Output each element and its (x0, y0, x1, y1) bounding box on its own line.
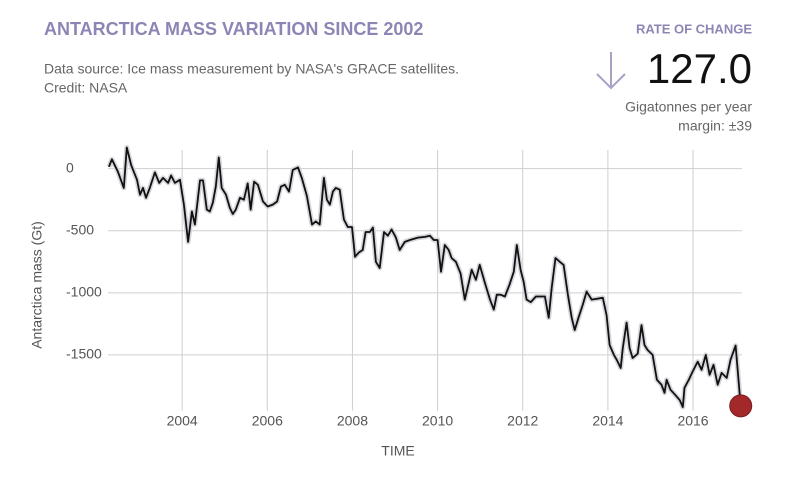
y-tick-label: 0 (66, 159, 74, 175)
x-tick-label: 2004 (167, 413, 198, 429)
y-tick-label: -500 (66, 221, 94, 237)
rate-value: 127.0 (647, 45, 752, 92)
subtitle: Credit: NASA (44, 80, 128, 96)
x-tick-label: 2012 (507, 413, 538, 429)
x-tick-label: 2014 (592, 413, 623, 429)
y-tick-label: -1000 (66, 284, 102, 300)
y-axis-label: Antarctica mass (Gt) (29, 221, 45, 349)
chart-title: ANTARCTICA MASS VARIATION SINCE 2002 (44, 19, 423, 39)
x-tick-label: 2008 (337, 413, 368, 429)
rate-margin: margin: ±39 (678, 118, 752, 134)
x-tick-label: 2016 (677, 413, 708, 429)
rate-label: RATE OF CHANGE (636, 21, 752, 36)
down-arrow (596, 52, 626, 90)
rate-unit: Gigatonnes per year (625, 99, 752, 115)
latest-point (729, 394, 753, 418)
x-tick-label: 2010 (422, 413, 453, 429)
x-tick-label: 2006 (252, 413, 283, 429)
subtitle: Data source: Ice mass measurement by NAS… (44, 61, 459, 77)
x-axis-label: TIME (381, 443, 414, 459)
line (108, 146, 742, 408)
y-tick-label: -1500 (66, 346, 102, 362)
